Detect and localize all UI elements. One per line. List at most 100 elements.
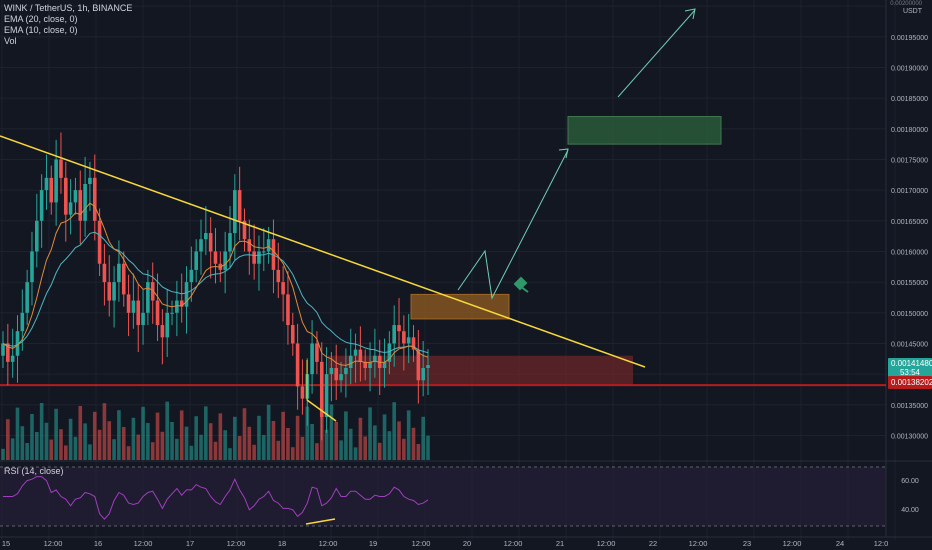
candle-body [252, 251, 256, 264]
volume-bar [92, 411, 97, 460]
volume-bar [175, 438, 179, 460]
volume-bar [44, 422, 49, 460]
volume-bar [141, 406, 145, 460]
volume-bar [20, 426, 25, 460]
volume-bar [363, 436, 368, 460]
y-tick-label: 0.00195000 [891, 35, 928, 42]
volume-bar [290, 447, 295, 460]
x-tick-label: 12:00 [504, 539, 523, 548]
candle-body [175, 300, 179, 313]
candle-body [184, 282, 189, 307]
y-tick-label: 0.00175000 [891, 157, 928, 164]
volume-bar [15, 407, 20, 460]
candle-body [10, 355, 15, 362]
volume-bar [126, 446, 131, 460]
volume-bar [49, 439, 54, 460]
descending-trendline [0, 135, 646, 368]
candle-body [49, 177, 54, 203]
candle-body [290, 325, 295, 344]
volume-bar [382, 414, 387, 460]
candle-body [112, 282, 116, 301]
candle-body [155, 300, 160, 326]
candle-body [160, 325, 165, 338]
volume-bar [155, 412, 160, 460]
volume-bar [368, 407, 372, 460]
volume-bar [397, 421, 401, 460]
volume-bar [160, 431, 165, 460]
candle-body [44, 177, 49, 191]
volume-bar [83, 423, 87, 460]
volume-bar [10, 438, 15, 460]
candle-body [131, 300, 136, 313]
volume-bar [208, 423, 213, 460]
volume-bar [252, 444, 256, 460]
x-tick-label: 24 [836, 539, 844, 548]
candle-body [121, 263, 126, 295]
x-tick-label: 12:00 [412, 539, 431, 548]
candle-body [194, 251, 198, 270]
volume-bar [170, 422, 174, 460]
volume-bar [300, 436, 305, 460]
candle-body [20, 312, 25, 332]
hammer-icon [513, 276, 529, 293]
rsi-band [0, 467, 886, 526]
candle-body [421, 368, 425, 381]
volume-bar [237, 436, 242, 460]
candle-body [141, 312, 145, 326]
x-tick-label: 18 [278, 539, 286, 548]
candle-body [257, 251, 261, 264]
volume-bar [310, 424, 314, 460]
volume-bar [121, 427, 126, 460]
target-arrowhead [684, 8, 696, 20]
volume-bar [150, 442, 155, 460]
volume-bar [348, 428, 353, 460]
volume-bar [35, 432, 39, 460]
volume-bar [194, 416, 198, 460]
candle-body [204, 233, 208, 240]
candle-body [107, 282, 112, 301]
entry-box [410, 293, 510, 320]
volume-bar [247, 426, 252, 460]
candle-body [63, 177, 68, 215]
candle-body [179, 300, 184, 307]
y-tick-label: 0.00130000 [891, 433, 928, 440]
candle-body [382, 361, 387, 368]
candle-body [242, 220, 247, 240]
candle-body [319, 361, 324, 418]
ema10-line [2, 202, 429, 366]
candle-body [54, 159, 58, 203]
legend-vol: Vol [4, 36, 17, 46]
candle-body [426, 365, 430, 368]
candle-body [261, 251, 266, 253]
volume-bar [165, 401, 170, 460]
candle-body [35, 220, 39, 252]
candle-body [300, 386, 305, 399]
candle-body [387, 343, 392, 362]
volume-bar [416, 444, 421, 460]
volume-bar [387, 431, 392, 460]
candle-body [30, 251, 34, 283]
volume-bar [402, 438, 406, 460]
candle-body [247, 239, 252, 252]
candle-body [377, 355, 382, 368]
volume-bar [426, 435, 430, 460]
target-arrow-path [617, 9, 696, 98]
volume-bar [184, 426, 189, 460]
legend-ema10: EMA (10, close, 0) [4, 25, 78, 35]
volume-bar [353, 447, 358, 460]
rsi-line [3, 476, 429, 520]
volume-bar [257, 415, 261, 460]
volume-bar [276, 440, 281, 460]
volume-bar [223, 430, 227, 460]
volume-bar [281, 411, 285, 460]
y-tick-label: 0.00135000 [891, 403, 928, 410]
volume-bar [39, 403, 44, 460]
volume-bar [286, 428, 290, 460]
y-tick-label: 0.00170000 [891, 188, 928, 195]
currency-unit: USDT [902, 8, 922, 15]
volume-bar [421, 416, 425, 460]
price-divergence-line [306, 399, 337, 422]
candle-body [146, 282, 150, 313]
volume-bar [392, 402, 396, 460]
